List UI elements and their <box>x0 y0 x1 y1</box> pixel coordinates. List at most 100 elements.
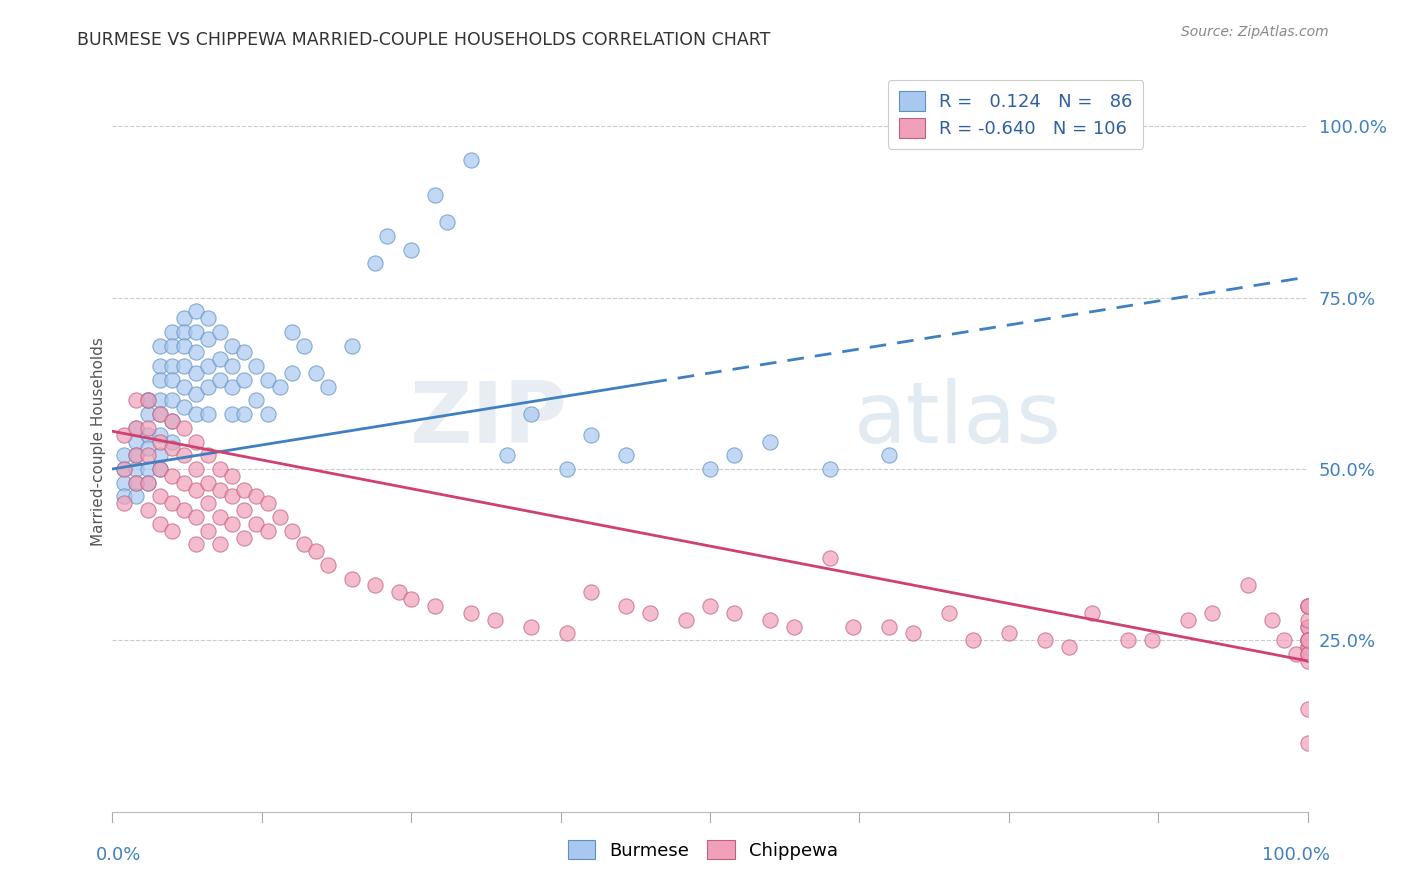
Point <box>186 483 208 497</box>
Point <box>1296 599 1319 613</box>
Point <box>364 256 387 270</box>
Point <box>818 551 841 566</box>
Point <box>149 448 172 462</box>
Point <box>1081 606 1104 620</box>
Legend: Burmese, Chippewa: Burmese, Chippewa <box>561 832 845 867</box>
Point <box>197 332 219 346</box>
Point <box>125 475 148 490</box>
Point <box>316 380 339 394</box>
Point <box>209 510 232 524</box>
Point <box>186 325 208 339</box>
Point <box>221 407 243 421</box>
Point <box>579 427 602 442</box>
Point <box>186 407 208 421</box>
Point <box>1057 640 1080 655</box>
Point <box>245 489 267 503</box>
Point <box>233 407 256 421</box>
Point <box>149 393 172 408</box>
Point <box>269 510 291 524</box>
Point <box>149 407 172 421</box>
Point <box>460 153 482 168</box>
Point <box>125 489 148 503</box>
Point <box>1261 613 1284 627</box>
Point <box>209 537 232 551</box>
Point <box>1296 633 1319 648</box>
Point <box>1296 647 1319 661</box>
Point <box>138 448 160 462</box>
Point <box>162 414 183 428</box>
Point <box>125 448 148 462</box>
Point <box>149 434 172 449</box>
Point <box>149 516 172 531</box>
Point <box>759 434 782 449</box>
Point <box>818 462 841 476</box>
Point <box>759 613 782 627</box>
Point <box>401 592 423 607</box>
Point <box>125 434 148 449</box>
Point <box>723 448 745 462</box>
Point <box>1296 619 1319 633</box>
Point <box>221 516 243 531</box>
Text: atlas: atlas <box>853 378 1062 461</box>
Point <box>162 325 183 339</box>
Point <box>257 373 280 387</box>
Point <box>186 434 208 449</box>
Point <box>1296 619 1319 633</box>
Point <box>1296 599 1319 613</box>
Point <box>281 325 304 339</box>
Point <box>114 448 135 462</box>
Point <box>173 359 195 373</box>
Point <box>197 448 219 462</box>
Point <box>149 489 172 503</box>
Point <box>162 338 183 352</box>
Point <box>114 489 135 503</box>
Point <box>401 243 423 257</box>
Point <box>162 393 183 408</box>
Point <box>173 380 195 394</box>
Point <box>149 462 172 476</box>
Point <box>616 599 638 613</box>
Point <box>233 373 256 387</box>
Point <box>879 619 901 633</box>
Point <box>138 427 160 442</box>
Point <box>162 434 183 449</box>
Point <box>233 531 256 545</box>
Point <box>209 352 232 367</box>
Point <box>340 338 363 352</box>
Point <box>1296 633 1319 648</box>
Point <box>1033 633 1056 648</box>
Point <box>197 407 219 421</box>
Point <box>162 373 183 387</box>
Point <box>149 373 172 387</box>
Point <box>186 462 208 476</box>
Point <box>209 373 232 387</box>
Point <box>221 468 243 483</box>
Point <box>245 516 267 531</box>
Point <box>1296 599 1319 613</box>
Point <box>173 401 195 415</box>
Point <box>555 462 578 476</box>
Point <box>1296 633 1319 648</box>
Point <box>257 496 280 510</box>
Legend: R =   0.124   N =   86, R = -0.640   N = 106: R = 0.124 N = 86, R = -0.640 N = 106 <box>889 80 1143 149</box>
Point <box>879 448 901 462</box>
Point <box>197 496 219 510</box>
Point <box>221 359 243 373</box>
Point <box>186 366 208 380</box>
Point <box>245 359 267 373</box>
Point <box>186 386 208 401</box>
Point <box>209 462 232 476</box>
Point <box>149 427 172 442</box>
Point <box>162 496 183 510</box>
Point <box>221 338 243 352</box>
Point <box>1296 633 1319 648</box>
Point <box>484 613 506 627</box>
Point <box>292 338 315 352</box>
Point <box>903 626 925 640</box>
Point <box>138 393 160 408</box>
Point <box>281 524 304 538</box>
Point <box>640 606 662 620</box>
Point <box>197 359 219 373</box>
Point <box>125 448 148 462</box>
Point <box>209 483 232 497</box>
